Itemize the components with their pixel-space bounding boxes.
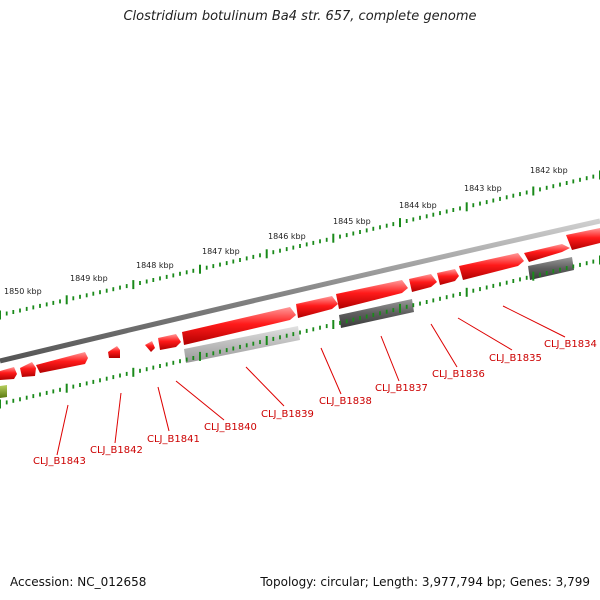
gene-arrow-forward [0, 367, 17, 380]
gene-label: CLJ_B1842 [90, 445, 143, 456]
leader-line [157, 386, 170, 432]
gene-label: CLJ_B1836 [432, 369, 485, 380]
gene-arrow-forward [566, 228, 600, 250]
gene-labels: CLJ_B1834 CLJ_B1835 CLJ_B1836 CLJ_B1837 … [33, 339, 597, 467]
gene-label: CLJ_B1839 [261, 409, 314, 420]
gene-arrow-forward [20, 362, 36, 377]
gene-arrow-forward [437, 269, 459, 285]
leader-line [56, 404, 69, 456]
topology-text: Topology: circular; Length: 3,977,794 bp… [260, 575, 590, 589]
gene-arrow-forward [524, 244, 570, 262]
kbp-label: 1846 kbp [268, 232, 306, 241]
gene-label: CLJ_B1841 [147, 434, 200, 445]
leader-line [380, 335, 400, 382]
leader-line [175, 380, 225, 421]
gene-arrow-forward [145, 341, 155, 352]
gene-label-leader-lines [56, 305, 566, 456]
kbp-label: 1844 kbp [399, 201, 437, 210]
gene-arrow-forward [459, 253, 524, 280]
gene-bar-reverse [339, 299, 414, 328]
gene-label: CLJ_B1835 [489, 353, 542, 364]
leader-line [502, 305, 566, 338]
gene-label: CLJ_B1840 [204, 422, 257, 433]
outer-scale-ticks [0, 170, 600, 320]
gene-arrow-forward [336, 280, 408, 309]
leader-line [457, 317, 513, 351]
leader-line [114, 392, 122, 444]
gene-arrow-forward [182, 307, 296, 345]
kbp-label: 1848 kbp [136, 261, 174, 270]
gene-label: CLJ_B1837 [375, 383, 428, 394]
gene-label: CLJ_B1834 [544, 339, 597, 350]
gene-arrow-forward [108, 346, 120, 358]
inner-scale-ticks [0, 255, 600, 409]
kbp-label: 1843 kbp [464, 184, 502, 193]
leader-line [430, 323, 458, 368]
kbp-label: 1842 kbp [530, 166, 568, 175]
leader-line [245, 366, 285, 407]
gene-arrow-forward [36, 352, 88, 373]
gene-arrow-forward [158, 334, 181, 350]
forward-strand-genes [0, 228, 600, 380]
gene-label: CLJ_B1843 [33, 456, 86, 467]
gene-arrow-forward [296, 296, 338, 318]
genome-backbone [0, 218, 600, 364]
kbp-label: 1845 kbp [333, 217, 371, 226]
kbp-label: 1847 kbp [202, 247, 240, 256]
genome-title: Clostridium botulinum Ba4 str. 657, comp… [123, 9, 477, 24]
gene-arrow-forward [409, 274, 437, 292]
leader-line [320, 347, 342, 395]
kbp-label: 1849 kbp [70, 274, 108, 283]
gene-label: CLJ_B1838 [319, 396, 372, 407]
accession-text: Accession: NC_012658 [10, 575, 147, 589]
kbp-scale-labels: 1842 kbp 1843 kbp 1844 kbp 1845 kbp 1846… [4, 166, 568, 296]
kbp-label: 1850 kbp [4, 287, 42, 296]
other-feature [0, 385, 7, 398]
